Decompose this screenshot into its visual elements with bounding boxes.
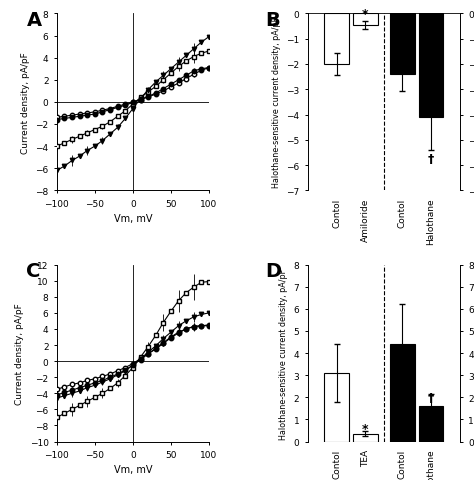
Text: Contol: Contol bbox=[332, 198, 341, 227]
Text: *: * bbox=[362, 8, 368, 21]
X-axis label: Vm, mV: Vm, mV bbox=[114, 465, 152, 474]
Text: Contol: Contol bbox=[398, 198, 407, 227]
X-axis label: Vm, mV: Vm, mV bbox=[114, 214, 152, 224]
Text: Amiloride: Amiloride bbox=[361, 198, 370, 241]
Text: D: D bbox=[265, 262, 281, 280]
Bar bbox=[390, 345, 415, 442]
Y-axis label: Current density, pA/pF: Current density, pA/pF bbox=[21, 52, 30, 154]
Text: †: † bbox=[428, 391, 434, 404]
Text: Halothane: Halothane bbox=[427, 449, 436, 480]
Y-axis label: Halothane-sensitive current density, pA/pF: Halothane-sensitive current density, pA/… bbox=[272, 17, 281, 188]
Text: Halothane: Halothane bbox=[427, 198, 436, 244]
Text: B: B bbox=[265, 11, 280, 30]
Bar bbox=[324, 14, 349, 65]
Text: †: † bbox=[428, 153, 434, 166]
Bar bbox=[390, 14, 415, 75]
Bar bbox=[419, 14, 443, 118]
Bar bbox=[419, 406, 443, 442]
Bar bbox=[353, 434, 378, 442]
Text: Contol: Contol bbox=[398, 449, 407, 478]
Text: *: * bbox=[362, 422, 368, 435]
Text: Contol: Contol bbox=[332, 449, 341, 478]
Text: C: C bbox=[27, 262, 41, 280]
Y-axis label: Current density, pA/pF: Current density, pA/pF bbox=[15, 302, 24, 404]
Text: TEA: TEA bbox=[361, 449, 370, 466]
Y-axis label: Halothane-sensitive current density, pA/pF: Halothane-sensitive current density, pA/… bbox=[279, 268, 288, 439]
Bar bbox=[324, 373, 349, 442]
Text: A: A bbox=[27, 11, 42, 30]
Bar bbox=[353, 14, 378, 26]
